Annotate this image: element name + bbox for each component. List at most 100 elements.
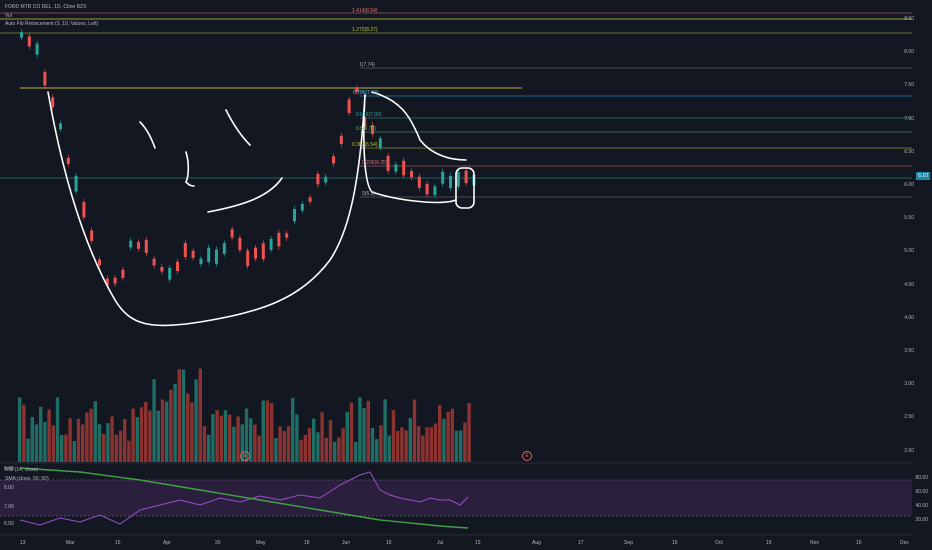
volume-bar (295, 414, 299, 462)
volume-bar (110, 416, 114, 462)
earnings-badge[interactable]: E (240, 451, 250, 461)
candle-body (207, 247, 211, 262)
volume-bar (328, 420, 333, 462)
candle-body (51, 97, 55, 108)
rsi-left-axis-label: 9.00 (4, 466, 14, 472)
volume-bar (249, 418, 253, 462)
volume-bar (228, 414, 232, 462)
rsi-right-axis-label: 80.00 (915, 475, 928, 481)
volume-bar (127, 440, 131, 462)
price-axis-label: 5.00 (904, 248, 914, 255)
time-axis-label: 13 (20, 540, 26, 546)
volume-bar (26, 438, 30, 462)
volume-bar (425, 427, 429, 462)
volume-bar (366, 400, 370, 462)
volume-bar (160, 399, 165, 462)
rsi-line (19, 471, 469, 526)
fib-level-label: 0(5.8) (362, 191, 376, 197)
volume-bar (194, 379, 198, 462)
volume-bar (93, 401, 97, 462)
volume-bar (152, 379, 156, 462)
volume-bar (177, 369, 181, 462)
candle-body (433, 186, 437, 196)
candle-body (35, 43, 39, 55)
rsi-band (0, 480, 912, 516)
candle-body (332, 156, 335, 164)
volume-bar (396, 430, 400, 462)
price-axis-label: 4.00 (904, 314, 914, 321)
volume-bar (391, 410, 396, 462)
candle-body (27, 36, 31, 47)
volume-bar (433, 423, 438, 462)
time-axis-label: 19 (475, 540, 481, 546)
volume-bar (207, 434, 211, 462)
candle-body (20, 32, 23, 38)
price-axis-label: 8.50 (904, 16, 914, 22)
volume-bar (102, 433, 106, 462)
candle-body (394, 164, 398, 172)
fib-level-label: 0.236(6.25) (362, 160, 388, 166)
rsi-left-axis-label: 8.00 (4, 485, 14, 491)
volume-bar (156, 410, 160, 462)
volume-bar (131, 408, 135, 462)
volume-bar (106, 423, 110, 462)
rsi-right-axis-label: 40.00 (915, 503, 928, 509)
volume-bar (375, 439, 379, 462)
volume-bar (39, 406, 43, 462)
volume-bar (404, 430, 408, 462)
time-axis-label: 18 (304, 540, 310, 546)
volume-bar (286, 426, 291, 462)
volume-bar (438, 405, 442, 462)
volume-bar (349, 402, 354, 462)
price-axis-label: 3.00 (904, 381, 914, 388)
time-axis-label: Aug (532, 540, 541, 546)
volume-bar (257, 435, 261, 462)
volume-bar (459, 430, 463, 462)
volume-bar (81, 424, 85, 462)
candle-body (378, 138, 382, 148)
volume-bar (85, 412, 89, 462)
candle-body (82, 201, 86, 218)
candle-body (176, 261, 179, 272)
candle-body (339, 135, 343, 144)
price-axis-label: 6.00 (904, 182, 914, 188)
candle-body (215, 249, 218, 264)
volume-bar (282, 431, 286, 462)
candle-body (246, 250, 250, 267)
earnings-badge[interactable]: E (522, 451, 532, 461)
candle-body (277, 232, 281, 247)
volume-bar (22, 404, 26, 462)
volume-bar (379, 425, 383, 462)
volume-bar (97, 424, 102, 462)
volume-bar (278, 426, 282, 462)
candle-body (43, 72, 47, 86)
time-axis-label: Oct (715, 540, 723, 546)
fib-level-label: 0.5(6.77) (356, 126, 377, 132)
volume-bar (139, 407, 144, 462)
volume-bar (358, 397, 362, 462)
candle-body (324, 176, 328, 183)
candle-body (449, 175, 452, 189)
price-axis-label: 2.00 (904, 447, 914, 454)
volume-bar (387, 435, 391, 462)
candle-body (285, 233, 289, 238)
candle-body (66, 157, 70, 164)
rsi-right-axis-label: 60.00 (915, 489, 928, 495)
rsi-right-axis-label: 20.00 (915, 517, 928, 523)
candle-body (191, 250, 195, 258)
candle-body (254, 247, 257, 259)
fib-level-label: 1.414(8.54) (352, 8, 378, 14)
volume-bar (181, 369, 186, 462)
volume-bar (68, 418, 72, 462)
rsi-title: RSI (14, close) (5, 467, 39, 473)
candle-body (456, 172, 460, 187)
volume-bar (202, 426, 207, 462)
volume-bar (198, 368, 202, 462)
volume-bar (274, 438, 278, 462)
price-axis-label: 2.50 (904, 414, 914, 421)
volume-bar (186, 393, 190, 462)
volume-bar (215, 410, 219, 462)
volume-bar (429, 427, 433, 462)
volume-bar (253, 424, 257, 462)
